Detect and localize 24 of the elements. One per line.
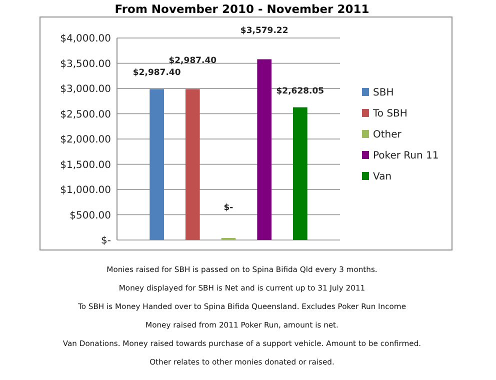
data-label: $-	[224, 203, 234, 213]
y-tick-label: $2,500.00	[60, 109, 111, 120]
legend-label: Other	[373, 130, 402, 140]
y-tick-label: $3,000.00	[60, 84, 111, 95]
data-label: $2,987.40	[132, 68, 181, 78]
y-tick-label: $1,500.00	[60, 160, 111, 171]
bar	[257, 59, 272, 240]
bar	[185, 89, 200, 240]
data-label: $2,628.05	[276, 86, 324, 96]
bar	[293, 107, 308, 240]
y-tick-label: $2,000.00	[60, 134, 111, 146]
y-tick-label: $4,000.00	[60, 34, 111, 44]
y-tick-label: $500.00	[70, 210, 111, 222]
legend-label: SBH	[373, 88, 394, 98]
y-tick-label: $3,500.00	[60, 58, 111, 70]
legend-label: Van	[373, 172, 392, 182]
legend-label: To SBH	[372, 108, 408, 120]
y-tick-label: $1,000.00	[60, 185, 111, 196]
bar	[150, 89, 164, 240]
data-label: $3,579.22	[240, 26, 288, 36]
legend-label: Poker Run 11	[373, 150, 439, 162]
chart-title: From November 2010 - November 2011	[114, 2, 370, 16]
data-label: $2,987.40	[168, 56, 217, 66]
y-tick-label: $-	[101, 236, 112, 246]
